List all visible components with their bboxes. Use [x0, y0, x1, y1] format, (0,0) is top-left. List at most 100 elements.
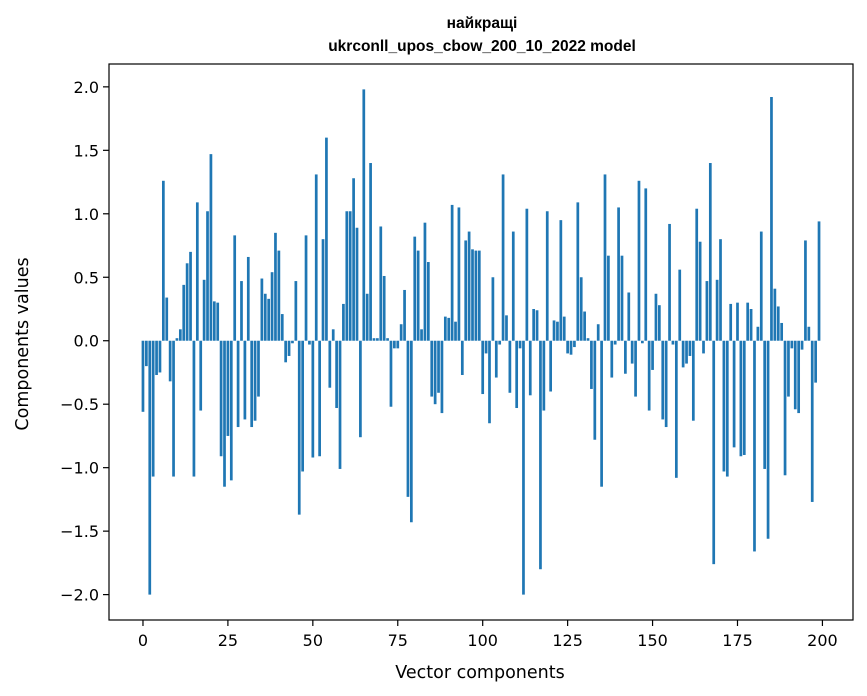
bar-60: [345, 211, 349, 341]
bar-114: [528, 340, 532, 396]
bar-22: [216, 302, 220, 341]
bar-6: [161, 180, 165, 341]
bar-3: [151, 340, 155, 477]
y-tick-label-2: −1.0: [60, 459, 99, 478]
bar-184: [766, 340, 770, 539]
bar-110: [515, 340, 519, 409]
bar-155: [668, 223, 671, 341]
y-tick-label-3: −0.5: [60, 395, 99, 414]
bar-47: [301, 340, 305, 472]
bar-101: [484, 340, 488, 354]
bar-140: [617, 207, 620, 341]
bar-115: [532, 308, 536, 341]
bar-100: [481, 340, 485, 395]
bar-188: [780, 322, 784, 341]
bar-68: [372, 338, 376, 341]
bar-92: [454, 321, 457, 341]
bar-80: [413, 236, 417, 341]
y-tick-label-1: −1.5: [60, 522, 99, 541]
bar-56: [331, 329, 335, 341]
bar-111: [518, 340, 522, 349]
bar-106: [501, 174, 505, 341]
bar-124: [562, 316, 566, 341]
bar-120: [549, 340, 553, 392]
bar-171: [722, 340, 726, 472]
bar-97: [471, 249, 474, 341]
bar-58: [338, 340, 342, 469]
bar-10: [175, 338, 179, 341]
bar-192: [793, 340, 797, 410]
bar-35: [260, 278, 264, 341]
bar-96: [467, 231, 471, 341]
bar-52: [318, 340, 321, 457]
bar-176: [739, 340, 743, 457]
bar-21: [212, 301, 216, 341]
bar-157: [674, 340, 678, 478]
bar-51: [314, 174, 318, 341]
bar-139: [613, 340, 617, 345]
bar-7: [165, 297, 169, 341]
chart-title-line-2: ukrconll_upos_cbow_200_10_2022 model: [328, 38, 636, 55]
bar-11: [178, 329, 182, 341]
y-tick-label-7: 1.5: [74, 141, 99, 160]
bar-23: [219, 340, 223, 457]
bar-142: [624, 340, 627, 374]
bar-62: [352, 178, 355, 341]
bar-26: [229, 340, 233, 481]
bar-152: [657, 305, 661, 341]
bar-94: [460, 340, 464, 376]
bar-14: [189, 251, 192, 341]
bar-126: [569, 340, 573, 355]
bar-113: [525, 208, 529, 341]
bar-172: [725, 340, 729, 477]
bar-70: [379, 226, 383, 341]
bar-90: [447, 317, 451, 341]
bar-36: [263, 293, 267, 341]
bar-46: [297, 340, 301, 515]
bar-190: [787, 340, 790, 397]
bar-182: [759, 231, 763, 341]
bar-1: [145, 340, 148, 367]
bar-170: [719, 239, 722, 341]
bar-138: [610, 340, 614, 378]
bar-8: [168, 340, 172, 382]
x-tick-label-7: 175: [722, 631, 753, 650]
bar-67: [369, 163, 372, 341]
bar-86: [433, 340, 437, 405]
bar-20: [209, 154, 213, 341]
x-axis-label: Vector components: [395, 663, 564, 683]
bar-105: [498, 340, 502, 345]
bar-59: [342, 303, 345, 341]
bar-82: [420, 329, 423, 341]
bar-187: [776, 306, 780, 341]
bar-99: [477, 250, 481, 341]
bar-32: [250, 340, 254, 428]
bar-181: [756, 326, 760, 341]
plot-frame: [108, 63, 854, 621]
bar-88: [440, 340, 444, 414]
y-tick-label-6: 1.0: [74, 205, 99, 224]
bar-159: [681, 340, 685, 368]
bar-4: [155, 340, 158, 376]
bar-117: [539, 340, 542, 570]
bar-149: [647, 340, 651, 411]
bar-127: [573, 340, 576, 348]
bar-87: [437, 340, 440, 393]
bar-146: [637, 180, 641, 341]
bar-153: [661, 340, 665, 420]
bar-160: [685, 340, 688, 364]
x-axis-ticks: 0 25 50 75 100 125 150 175 200: [138, 620, 838, 650]
bar-12: [182, 284, 186, 341]
y-tick-label-5: 0.5: [74, 268, 99, 287]
bar-72: [386, 338, 389, 341]
bar-164: [698, 241, 702, 341]
bar-15: [192, 340, 196, 477]
bar-55: [328, 340, 332, 388]
bar-185: [770, 97, 773, 341]
bar-79: [409, 340, 413, 523]
y-tick-label-4: 0.0: [74, 332, 99, 351]
bar-107: [505, 315, 508, 341]
bar-0: [141, 340, 145, 412]
bar-53: [321, 239, 325, 341]
